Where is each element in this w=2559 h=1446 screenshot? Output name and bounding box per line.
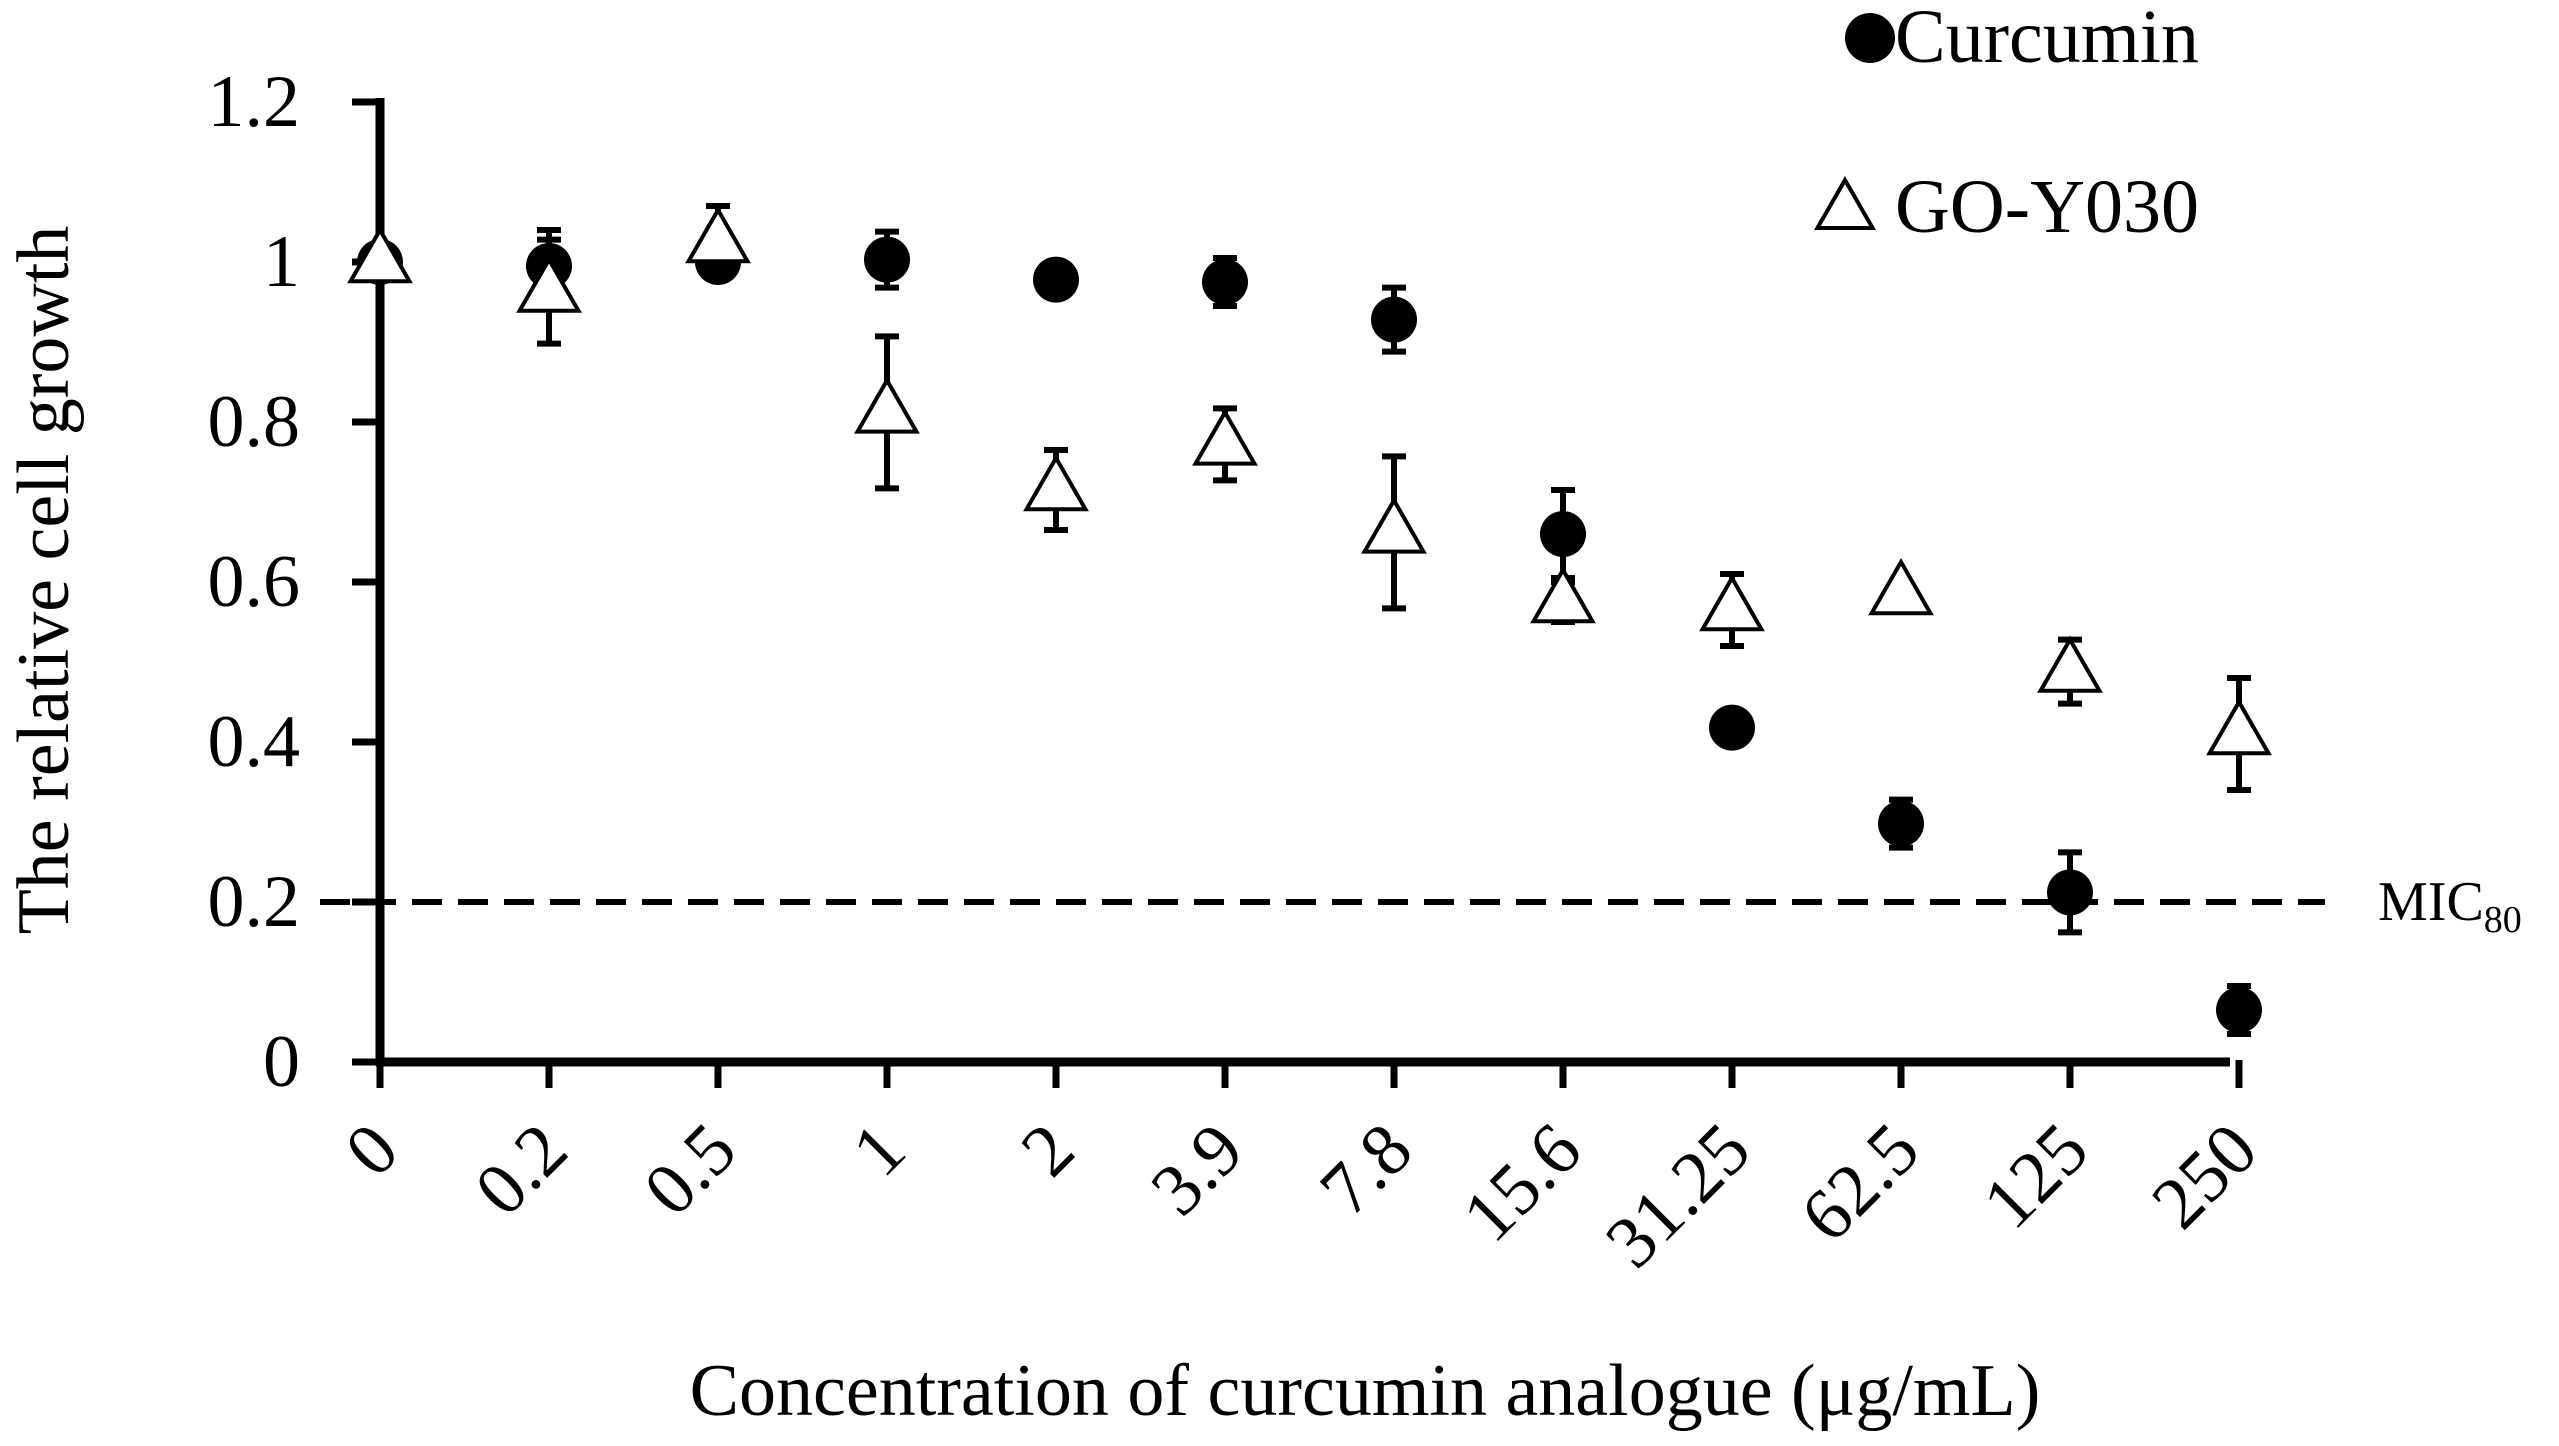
- x-tick-label: 15.6: [1447, 1108, 1597, 1258]
- go-y030-point: [1023, 453, 1089, 512]
- mic80-label: MIC80: [2378, 871, 2522, 941]
- mic80-label-sub: 80: [2484, 899, 2522, 941]
- x-tick-label: 0.2: [460, 1108, 583, 1231]
- legend-label-curcumin: Curcumin: [1895, 0, 2199, 79]
- x-tick-label: 250: [2137, 1108, 2273, 1244]
- go-y030-point: [685, 205, 751, 264]
- go-y030-point: [2037, 635, 2103, 693]
- mic80-label-main: MIC: [2378, 871, 2484, 933]
- y-tick-label: 0.8: [208, 381, 301, 463]
- y-axis-label: The relative cell growth: [3, 226, 85, 935]
- data-points: [347, 205, 2272, 1033]
- x-tick-label: 0.5: [629, 1108, 752, 1231]
- curcumin-point: [2047, 869, 2093, 916]
- curcumin-point: [1033, 256, 1079, 303]
- go-y030-point: [1361, 496, 1427, 554]
- go-y030-point: [347, 225, 413, 284]
- y-tick-label: 1.2: [208, 61, 301, 143]
- x-tick-label: 2: [1006, 1108, 1090, 1192]
- y-tick-label: 0: [263, 1021, 300, 1103]
- legend-marker-curcumin: [1845, 13, 1895, 63]
- curcumin-point: [2216, 987, 2262, 1033]
- x-tick-label: 7.8: [1305, 1108, 1428, 1231]
- y-tick-label: 0.6: [208, 541, 301, 623]
- legend-marker-go-y030: [1813, 175, 1877, 230]
- curcumin-point: [1202, 259, 1248, 305]
- go-y030-point: [1530, 565, 1596, 624]
- curcumin-point: [1878, 800, 1924, 847]
- curcumin-point: [1709, 704, 1755, 751]
- go-y030-point: [1868, 557, 1934, 616]
- y-tick-label: 0.4: [208, 701, 301, 783]
- curcumin-point: [864, 236, 910, 283]
- y-ticks: 0 0.2 0.4 0.6 0.8 1 1.2: [208, 61, 382, 1103]
- x-tick-label: 0: [330, 1108, 414, 1192]
- x-tick-label: 31.25: [1590, 1108, 1766, 1284]
- x-ticks: 0 0.2 0.5 1 2 3.9 7.8 15.631.25 62.5 125 250: [330, 1060, 2273, 1284]
- go-y030-point: [516, 255, 582, 313]
- curcumin-point: [1540, 511, 1586, 557]
- x-tick-label: 3.9: [1136, 1108, 1259, 1231]
- go-y030-point: [854, 376, 920, 434]
- go-y030-point: [1192, 408, 1258, 466]
- go-y030-point: [2206, 697, 2272, 756]
- x-tick-label: 62.5: [1785, 1108, 1935, 1258]
- x-axis-label: Concentration of curcumin analogue (μg/m…: [690, 1350, 2041, 1432]
- curcumin-point: [1371, 296, 1417, 343]
- y-tick-label: 0.2: [208, 861, 301, 943]
- go-y030-point: [1699, 573, 1765, 632]
- x-tick-label: 125: [1968, 1108, 2104, 1244]
- y-tick-label: 1: [263, 221, 300, 303]
- legend: Curcumin GO-Y030: [1813, 0, 2199, 249]
- legend-label-go-y030: GO-Y030: [1895, 165, 2199, 249]
- x-tick-label: 1: [837, 1108, 921, 1192]
